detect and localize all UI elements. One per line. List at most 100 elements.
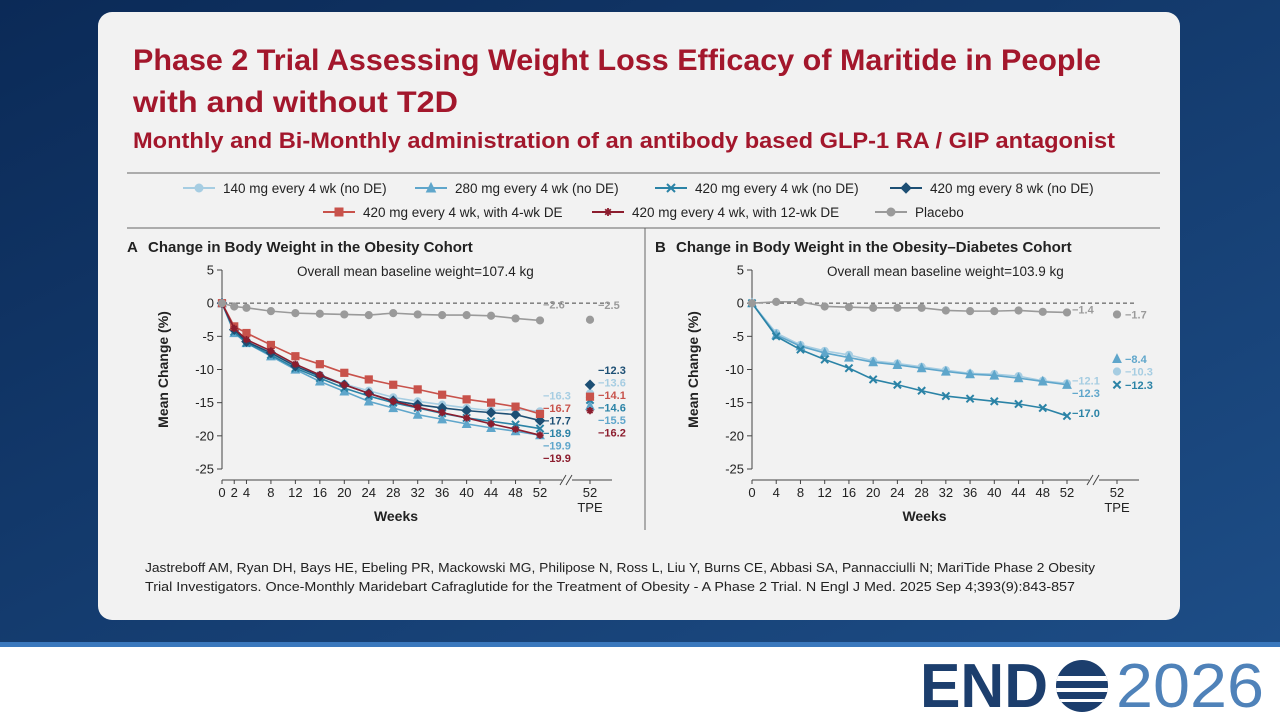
value-label: −17.7 xyxy=(543,415,571,427)
x-tick-label: 8 xyxy=(267,485,274,500)
marker xyxy=(413,310,422,319)
value-label: −12.3 xyxy=(598,365,626,377)
x-tick-label: 44 xyxy=(1011,485,1025,500)
marker xyxy=(1037,375,1048,386)
marker xyxy=(585,392,595,401)
value-label: −10.3 xyxy=(1125,366,1153,378)
legend-label: 140 mg every 4 wk (no DE) xyxy=(223,181,387,196)
y-tick-label: -25 xyxy=(195,462,214,477)
value-label: −17.0 xyxy=(1072,408,1100,420)
marker xyxy=(586,407,594,415)
y-tick-label: -20 xyxy=(725,428,744,443)
marker xyxy=(990,307,999,316)
marker xyxy=(340,310,349,319)
marker xyxy=(771,332,781,341)
y-tick-label: 5 xyxy=(737,263,744,278)
marker xyxy=(820,355,829,364)
x-tick-label: 32 xyxy=(939,485,953,500)
marker xyxy=(666,183,676,193)
marker xyxy=(462,311,471,320)
marker xyxy=(747,299,757,308)
marker xyxy=(892,359,903,369)
marker xyxy=(463,414,471,422)
marker xyxy=(511,402,520,411)
annotation: Overall mean baseline weight=103.9 kg xyxy=(827,264,1064,279)
slide-title: Phase 2 Trial Assessing Weight Loss Effi… xyxy=(133,44,1101,77)
x-tick-label: 52 xyxy=(1110,485,1124,500)
marker xyxy=(869,303,878,312)
marker xyxy=(315,309,324,318)
panel-letter: A xyxy=(127,239,138,256)
axis-break xyxy=(1086,474,1100,486)
annotation: Overall mean baseline weight=107.4 kg xyxy=(297,264,534,279)
slide-subtitle: Monthly and Bi-Monthly administration of… xyxy=(133,128,1116,153)
marker xyxy=(412,408,423,419)
marker xyxy=(604,208,612,216)
marker xyxy=(242,336,251,344)
marker xyxy=(916,362,927,373)
marker xyxy=(1062,379,1072,389)
marker xyxy=(438,390,447,399)
panel-letter: B xyxy=(655,239,666,256)
marker xyxy=(917,303,926,312)
x-axis-label: Weeks xyxy=(902,508,946,524)
marker xyxy=(1014,399,1023,409)
marker xyxy=(1112,367,1122,376)
marker xyxy=(844,351,854,362)
marker xyxy=(486,398,496,407)
x-tick-label: 48 xyxy=(1036,485,1050,500)
y-tick-label: -5 xyxy=(202,329,214,344)
value-label: −15.5 xyxy=(598,415,626,427)
logo-text: 2026 xyxy=(1116,652,1264,720)
marker xyxy=(316,371,324,379)
marker xyxy=(511,314,520,323)
marker xyxy=(437,413,448,424)
marker xyxy=(1112,380,1122,390)
legend-label: 280 mg every 4 wk (no DE) xyxy=(455,181,619,196)
value-label: −14.6 xyxy=(598,402,626,414)
value-label: −16.3 xyxy=(543,390,571,402)
marker xyxy=(868,356,879,367)
footer-rule xyxy=(0,642,1280,647)
citation: Trial Investigators. Once-Monthly Maride… xyxy=(145,579,1075,594)
marker xyxy=(844,363,854,373)
marker xyxy=(267,347,275,355)
marker xyxy=(242,303,251,312)
marker xyxy=(989,369,1000,380)
x-tick-label: 28 xyxy=(386,485,400,500)
value-label: −13.6 xyxy=(598,377,626,389)
legend-label: 420 mg every 8 wk (no DE) xyxy=(930,181,1094,196)
logo-ball xyxy=(1056,660,1108,712)
y-axis-label: Mean Change (%) xyxy=(155,311,171,428)
marker xyxy=(1062,308,1072,317)
marker xyxy=(462,395,471,404)
x-tick-label: 0 xyxy=(218,485,225,500)
marker xyxy=(893,303,902,312)
marker xyxy=(796,297,805,306)
x-tick-label: 24 xyxy=(890,485,904,500)
value-label: −1.4 xyxy=(1072,305,1095,317)
marker xyxy=(511,425,520,433)
logo-text: END xyxy=(920,652,1048,720)
marker xyxy=(1013,372,1024,383)
chart-title: Change in Body Weight in the Obesity–Dia… xyxy=(676,239,1072,256)
marker xyxy=(242,328,251,338)
y-tick-label: -15 xyxy=(725,395,744,410)
value-label: −2.6 xyxy=(543,300,565,312)
marker xyxy=(844,303,854,312)
marker xyxy=(941,391,951,401)
slide-title: with and without T2D xyxy=(132,86,458,119)
x-tick-label: 32 xyxy=(410,485,424,500)
legend-label: 420 mg every 4 wk (no DE) xyxy=(695,181,859,196)
x-tick-label: TPE xyxy=(577,500,603,515)
marker xyxy=(965,394,975,403)
marker xyxy=(414,403,422,411)
marker xyxy=(965,307,975,316)
marker xyxy=(900,182,912,194)
marker xyxy=(413,385,422,394)
x-tick-label: 52 xyxy=(583,485,597,500)
marker xyxy=(1038,403,1048,413)
marker xyxy=(941,306,950,315)
marker xyxy=(266,307,276,316)
